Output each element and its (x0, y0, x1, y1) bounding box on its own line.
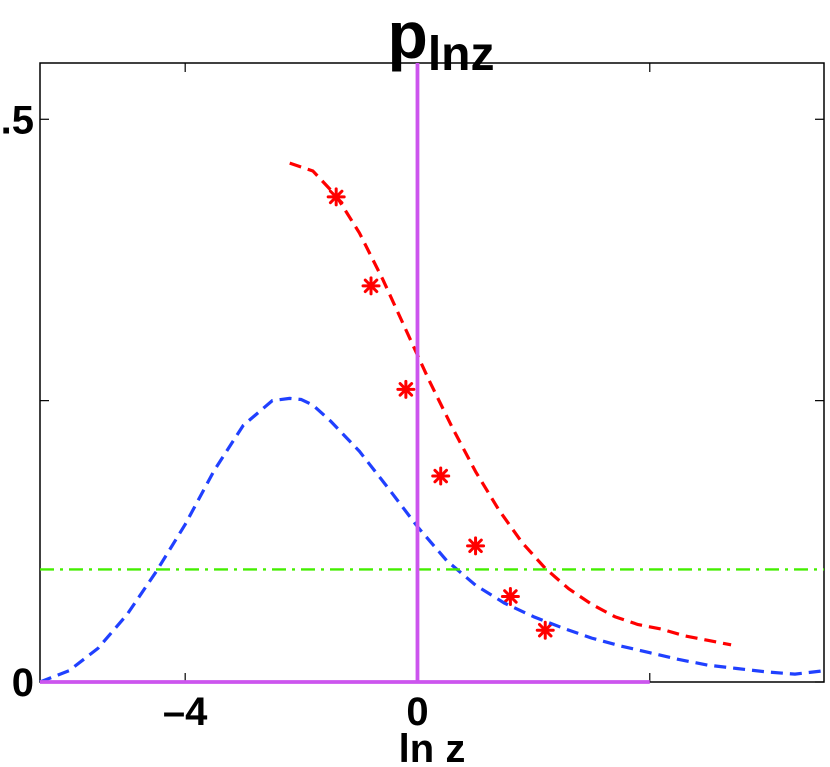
marker-stroke (398, 382, 414, 397)
marker-stroke (363, 278, 379, 294)
axes-frame (39, 62, 825, 683)
marker-stroke (537, 622, 553, 638)
data-point-marker (326, 187, 346, 207)
data-point-marker (396, 379, 416, 399)
chart-title-main: p (388, 0, 428, 72)
data-point-marker (466, 536, 486, 556)
marker-stroke (433, 468, 448, 484)
series-line-0 (289, 161, 732, 647)
series-layer (39, 63, 825, 684)
tick-labels: –4 0 0 .5 (1, 98, 429, 734)
data-point-marker (361, 276, 381, 296)
y-tick-label: .5 (1, 98, 34, 142)
chart-title-subscript: lnz (428, 28, 495, 81)
series-line-2 (39, 396, 825, 684)
data-point-marker (500, 586, 520, 606)
marker-stroke (503, 589, 518, 604)
data-point-marker (431, 466, 451, 486)
x-tick-label: –4 (163, 690, 208, 734)
plot-frame (39, 62, 825, 683)
marker-stroke (328, 189, 344, 205)
x-tick-label: 0 (406, 690, 428, 734)
data-point-marker (535, 620, 555, 640)
x-axis-label: ln z (399, 727, 466, 767)
chart-title: plnz (388, 0, 495, 81)
marker-stroke (468, 538, 483, 554)
y-tick-label: 0 (12, 661, 34, 705)
